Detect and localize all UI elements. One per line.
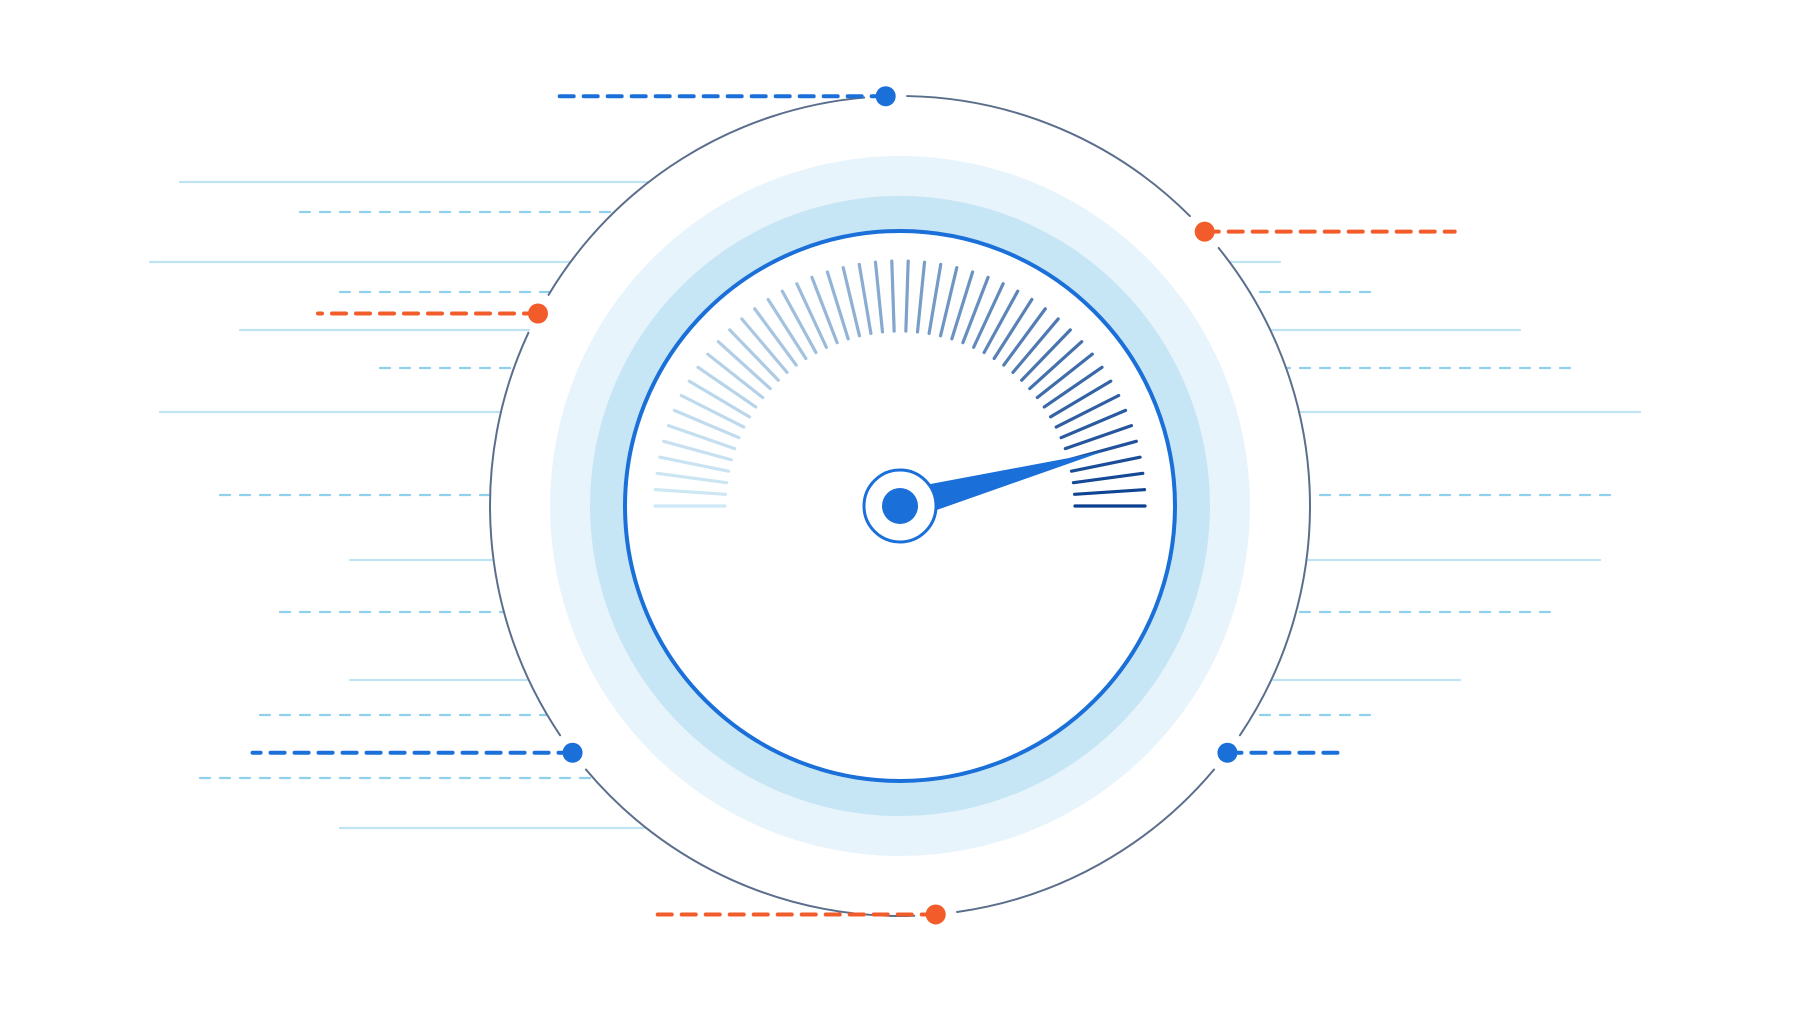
orbit-marker-dot <box>528 304 548 324</box>
orbit-marker-dot <box>926 904 946 924</box>
speedometer-diagram <box>0 0 1800 1013</box>
needle-hub-inner <box>882 488 918 524</box>
orbit-marker-dot <box>876 86 896 106</box>
orbit-marker-dot <box>1217 743 1237 763</box>
orbit-marker-dot <box>563 743 583 763</box>
orbit-marker-dot <box>1195 222 1215 242</box>
